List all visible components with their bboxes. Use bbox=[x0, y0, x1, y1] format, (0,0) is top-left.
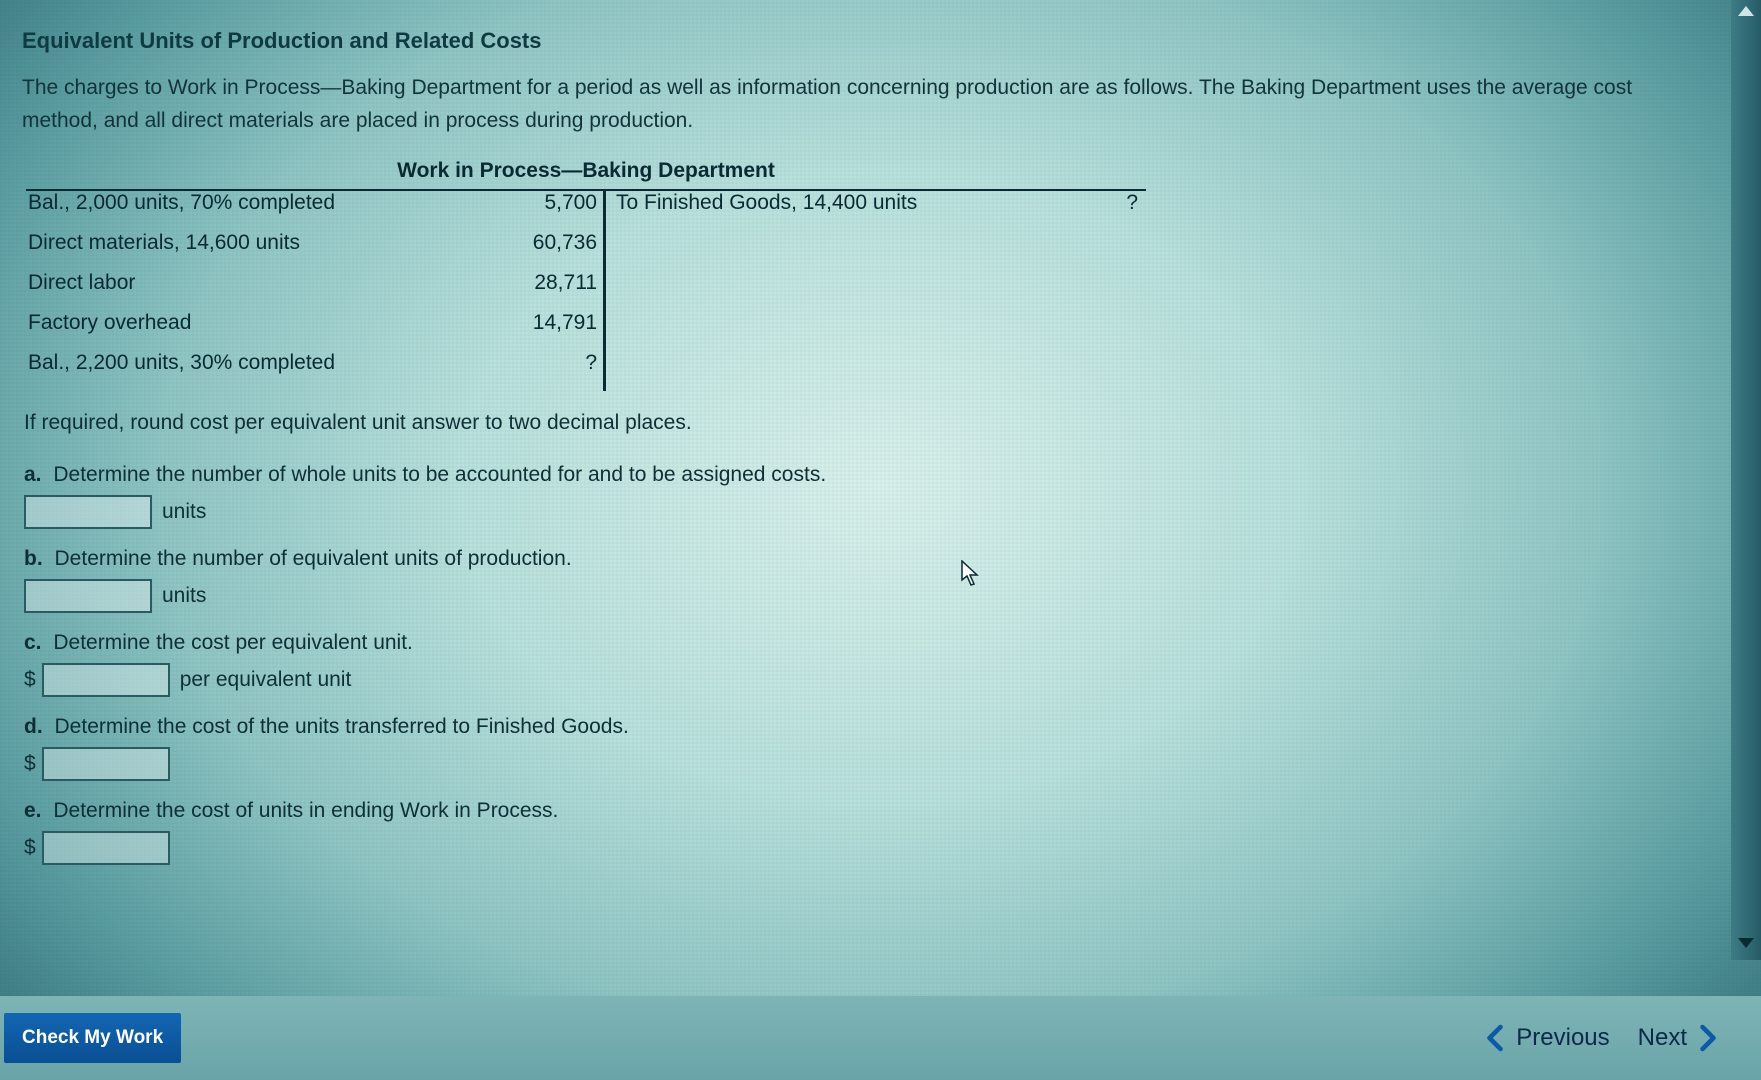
answer-suffix: units bbox=[162, 584, 206, 608]
answer-d-input[interactable] bbox=[42, 747, 170, 781]
t-account: Work in Process—Baking Department Bal., … bbox=[26, 159, 1711, 391]
question-c: c. Determine the cost per equivalent uni… bbox=[24, 631, 1711, 697]
next-label: Next bbox=[1638, 1024, 1687, 1052]
previous-label: Previous bbox=[1516, 1024, 1609, 1052]
t-label: Bal., 2,000 units, 70% completed bbox=[26, 191, 483, 215]
chevron-right-icon bbox=[1697, 1023, 1719, 1053]
t-row: Bal., 2,000 units, 70% completed 5,700 bbox=[26, 191, 603, 231]
answer-suffix: units bbox=[162, 500, 206, 524]
question-d: d. Determine the cost of the units trans… bbox=[24, 715, 1711, 781]
check-my-work-button[interactable]: Check My Work bbox=[4, 1013, 181, 1063]
t-row: Direct materials, 14,600 units 60,736 bbox=[26, 231, 603, 271]
question-body: Determine the number of equivalent units… bbox=[55, 547, 572, 570]
t-account-title: Work in Process—Baking Department bbox=[26, 159, 1146, 191]
question-marker: c. bbox=[24, 631, 42, 654]
t-row: To Finished Goods, 14,400 units ? bbox=[606, 191, 1146, 231]
t-value: 60,736 bbox=[483, 231, 603, 255]
t-label: To Finished Goods, 14,400 units bbox=[606, 191, 1066, 215]
next-button[interactable]: Next bbox=[1624, 1015, 1733, 1061]
question-text: e. Determine the cost of units in ending… bbox=[24, 799, 1711, 823]
question-body: Determine the cost per equivalent unit. bbox=[53, 631, 413, 654]
scroll-up-icon[interactable] bbox=[1738, 6, 1754, 16]
answer-c-input[interactable] bbox=[42, 663, 170, 697]
scroll-down-icon[interactable] bbox=[1738, 938, 1754, 948]
question-body: Determine the cost of the units transfer… bbox=[55, 715, 629, 738]
t-value: 5,700 bbox=[483, 191, 603, 215]
page-title: Equivalent Units of Production and Relat… bbox=[22, 28, 1711, 54]
question-body: Determine the cost of units in ending Wo… bbox=[53, 799, 558, 822]
question-marker: b. bbox=[24, 547, 43, 570]
question-text: c. Determine the cost per equivalent uni… bbox=[24, 631, 1711, 655]
t-value: 14,791 bbox=[483, 311, 603, 335]
chevron-left-icon bbox=[1484, 1023, 1506, 1053]
answer-prefix: $ bbox=[24, 668, 36, 692]
footer-bar: Check My Work Previous Next bbox=[0, 996, 1761, 1080]
t-label: Factory overhead bbox=[26, 311, 483, 335]
intro-text: The charges to Work in Process—Baking De… bbox=[22, 72, 1702, 137]
t-label: Bal., 2,200 units, 30% completed bbox=[26, 351, 483, 375]
question-body: Determine the number of whole units to b… bbox=[53, 463, 826, 486]
question-e: e. Determine the cost of units in ending… bbox=[24, 799, 1711, 865]
t-account-credit-side: To Finished Goods, 14,400 units ? bbox=[606, 191, 1146, 391]
question-marker: e. bbox=[24, 799, 42, 822]
previous-button[interactable]: Previous bbox=[1470, 1015, 1623, 1061]
question-text: a. Determine the number of whole units t… bbox=[24, 463, 1711, 487]
t-label: Direct labor bbox=[26, 271, 483, 295]
question-text: d. Determine the cost of the units trans… bbox=[24, 715, 1711, 739]
rounding-note: If required, round cost per equivalent u… bbox=[24, 411, 1711, 435]
t-value: ? bbox=[483, 351, 603, 375]
answer-e-input[interactable] bbox=[42, 831, 170, 865]
question-text: b. Determine the number of equivalent un… bbox=[24, 547, 1711, 571]
answer-prefix: $ bbox=[24, 752, 36, 776]
question-content: Equivalent Units of Production and Relat… bbox=[0, 0, 1731, 960]
t-value: 28,711 bbox=[483, 271, 603, 295]
t-value: ? bbox=[1066, 191, 1146, 215]
vertical-scrollbar[interactable] bbox=[1731, 0, 1761, 960]
answer-a-input[interactable] bbox=[24, 495, 152, 529]
question-marker: a. bbox=[24, 463, 42, 486]
answer-suffix: per equivalent unit bbox=[180, 668, 352, 692]
question-b: b. Determine the number of equivalent un… bbox=[24, 547, 1711, 613]
answer-prefix: $ bbox=[24, 836, 36, 860]
question-marker: d. bbox=[24, 715, 43, 738]
t-account-debit-side: Bal., 2,000 units, 70% completed 5,700 D… bbox=[26, 191, 606, 391]
question-a: a. Determine the number of whole units t… bbox=[24, 463, 1711, 529]
t-row: Factory overhead 14,791 bbox=[26, 311, 603, 351]
t-label: Direct materials, 14,600 units bbox=[26, 231, 483, 255]
app-viewport: Equivalent Units of Production and Relat… bbox=[0, 0, 1761, 1080]
answer-b-input[interactable] bbox=[24, 579, 152, 613]
t-row: Direct labor 28,711 bbox=[26, 271, 603, 311]
t-row: Bal., 2,200 units, 30% completed ? bbox=[26, 351, 603, 391]
